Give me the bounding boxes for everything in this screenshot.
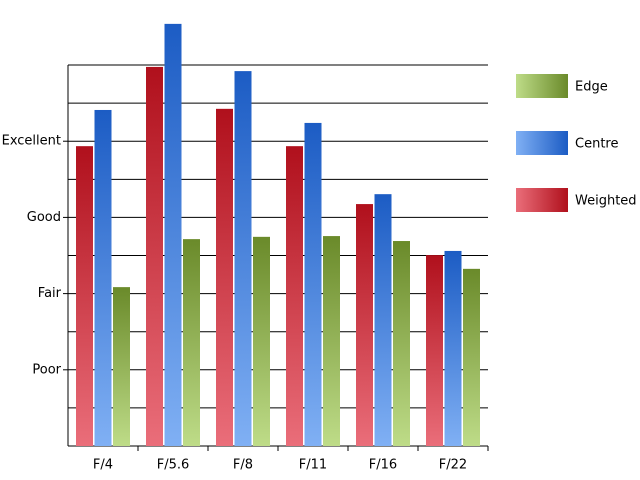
bar	[323, 236, 340, 446]
bar	[234, 71, 252, 446]
bar	[146, 66, 163, 447]
legend-label: Edge	[575, 80, 608, 95]
bar	[393, 241, 410, 446]
bar	[183, 239, 200, 446]
legend-swatch	[516, 188, 568, 212]
x-tick-label: F/5.6	[157, 458, 190, 473]
bar	[304, 122, 322, 447]
legend-swatch	[516, 74, 568, 98]
x-tick-label: F/4	[93, 458, 113, 473]
x-tick-label: F/8	[233, 458, 253, 473]
x-tick-label: F/22	[439, 458, 467, 473]
bar	[356, 204, 373, 446]
bar	[164, 23, 182, 446]
bar	[76, 146, 93, 446]
bar	[94, 109, 112, 446]
x-tick-label: F/11	[299, 458, 327, 473]
bar	[444, 250, 462, 446]
bar	[426, 255, 443, 446]
bar	[463, 268, 480, 446]
y-tick-label: Fair	[38, 286, 62, 301]
y-tick-label: Good	[27, 210, 61, 225]
y-tick-label: Poor	[32, 362, 61, 377]
legend-swatch	[516, 131, 568, 155]
bar	[113, 287, 130, 446]
bar	[374, 194, 392, 446]
bar	[286, 146, 303, 446]
y-tick-label: Excellent	[2, 134, 61, 149]
bar	[253, 236, 270, 446]
legend-label: Centre	[575, 137, 618, 152]
x-tick-label: F/16	[369, 458, 397, 473]
legend-label: Weighted	[575, 194, 637, 209]
bar	[216, 108, 233, 446]
